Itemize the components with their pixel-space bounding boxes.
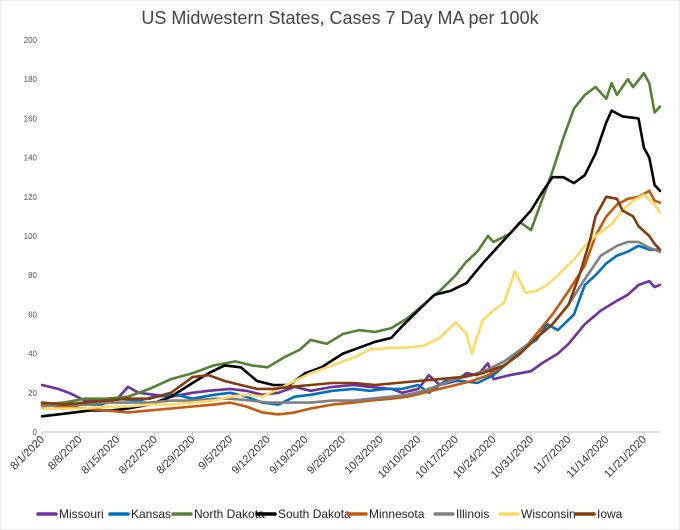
series-layer — [40, 72, 662, 418]
y-tick-label: 80 — [28, 271, 37, 280]
y-tick-label: 100 — [24, 232, 38, 241]
legend-label: Kansas — [131, 507, 171, 521]
legend-item-kansas: Kansas — [108, 507, 171, 521]
legend-item-illinois: Illinois — [433, 507, 489, 521]
legend-item-south-dakota: South Dakota — [255, 507, 351, 521]
legend-label: North Dakota — [194, 507, 265, 521]
legend-label: Wisconsin — [521, 507, 576, 521]
legend: Missouri Kansas North Dakota South Dakota Mi… — [36, 507, 623, 521]
legend-item-north-dakota: North Dakota — [171, 507, 265, 521]
legend-label: Missouri — [59, 507, 104, 521]
series-line-wisconsin — [40, 193, 662, 410]
legend-item-missouri: Missouri — [36, 507, 104, 521]
y-tick-label: 0 — [33, 428, 38, 437]
series-line-minnesota — [40, 189, 662, 416]
y-tick-label: 60 — [28, 310, 37, 319]
series-line-illinois — [40, 240, 662, 408]
y-tick-label: 120 — [24, 193, 38, 202]
y-tick-label: 40 — [28, 350, 37, 359]
legend-item-minnesota: Minnesota — [346, 507, 425, 521]
y-tick-label: 140 — [24, 154, 38, 163]
y-tick-label: 200 — [24, 36, 38, 45]
legend-label: Minnesota — [369, 507, 425, 521]
legend-label: Iowa — [597, 507, 623, 521]
y-tick-label: 180 — [24, 75, 38, 84]
series-line-north-dakota — [40, 72, 662, 406]
series-line-iowa — [40, 195, 662, 406]
legend-item-wisconsin: Wisconsin — [498, 507, 576, 521]
legend-item-iowa: Iowa — [574, 507, 623, 521]
legend-label: Illinois — [456, 507, 489, 521]
chart-title: US Midwestern States, Cases 7 Day MA per… — [141, 8, 539, 28]
series-line-south-dakota — [40, 109, 662, 418]
y-tick-label: 20 — [28, 389, 37, 398]
legend-label: South Dakota — [278, 507, 351, 521]
y-tick-label: 160 — [24, 114, 38, 123]
series-line-kansas — [40, 244, 662, 410]
